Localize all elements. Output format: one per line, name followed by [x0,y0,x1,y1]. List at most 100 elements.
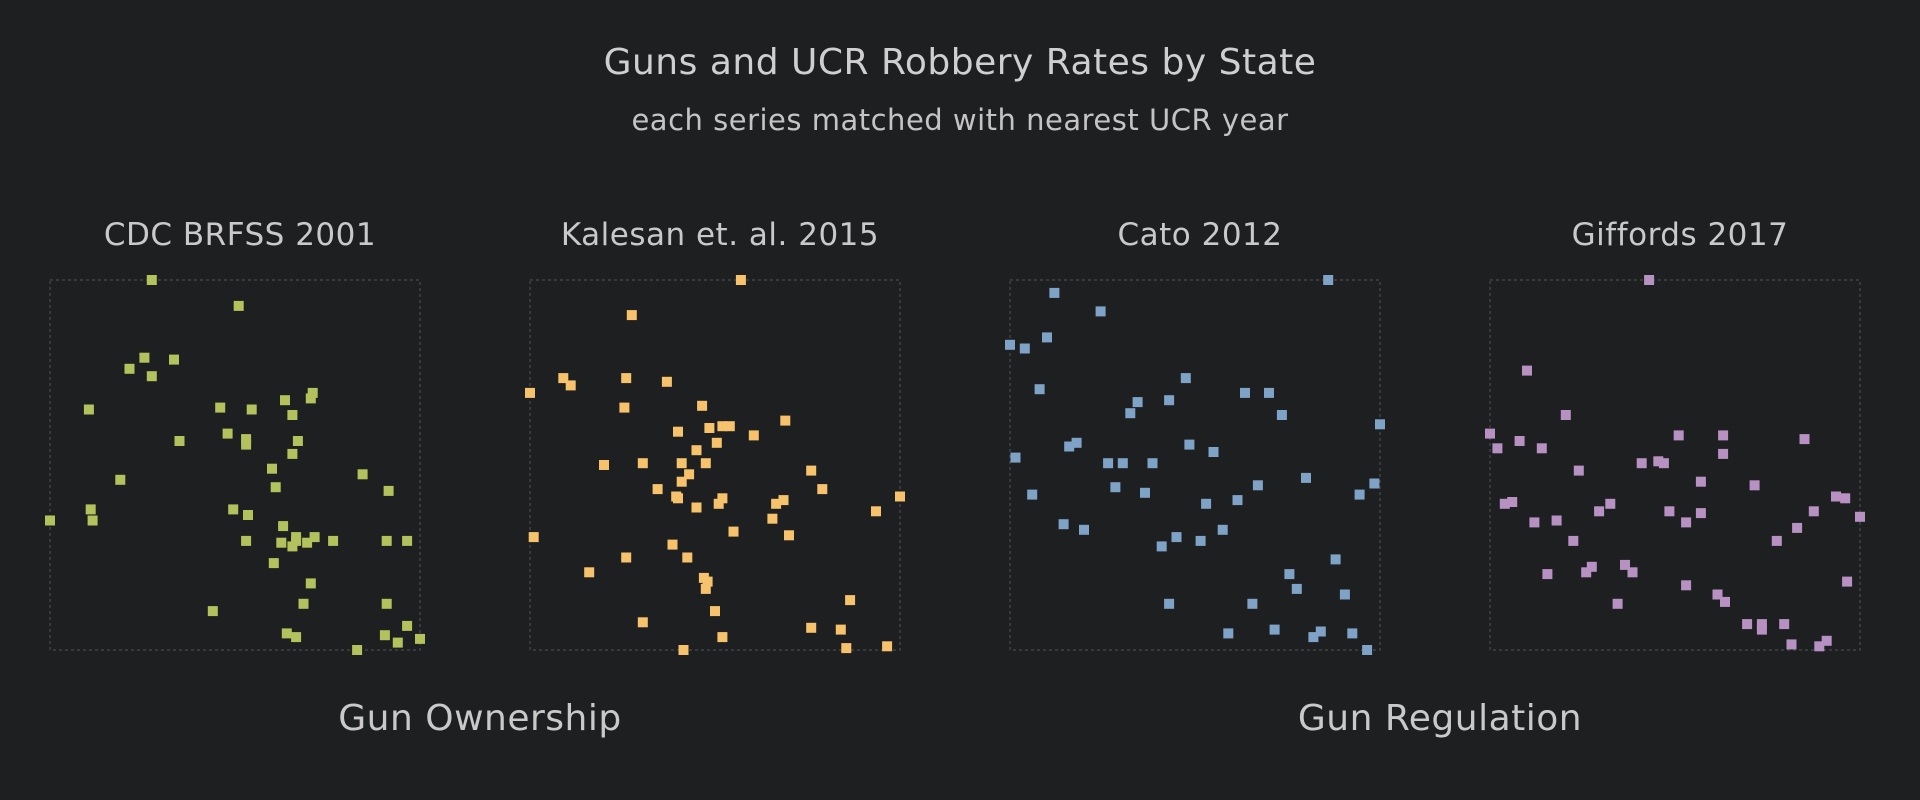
data-point [1301,472,1311,483]
plot-frame [1489,279,1861,651]
data-point [691,502,702,513]
data-point [1339,589,1350,600]
data-point [704,423,715,433]
data-point [1581,567,1592,578]
data-point [1058,519,1069,530]
data-point [241,434,252,445]
data-point [700,583,711,594]
data-point [287,410,298,420]
data-point [1184,439,1195,450]
data-point [1840,493,1851,504]
data-point [565,380,576,391]
data-point [691,445,702,456]
data-point [241,439,252,450]
data-point [1125,408,1136,419]
data-point [1786,639,1797,650]
data-point [1551,515,1562,526]
data-point [845,595,856,606]
data-point [1718,448,1729,459]
data-point [784,530,794,541]
data-point [684,469,695,480]
data-point [1347,628,1358,639]
data-point [379,630,390,641]
data-point [1010,452,1021,463]
data-point [174,436,185,446]
data-point [637,458,648,469]
data-point [711,437,722,448]
data-point [1831,491,1841,502]
data-point [1217,524,1228,535]
data-point [1612,598,1623,609]
data-point [1681,580,1692,591]
data-point [1049,287,1060,298]
data-point [717,632,728,643]
data-point [146,371,157,382]
data-point [243,510,253,520]
data-point [146,275,157,285]
data-point [1308,632,1319,643]
data-point [1354,489,1365,500]
data-point [1269,624,1280,635]
data-point [1792,522,1803,533]
scatter-plot-cdc-brfss [45,275,425,655]
data-point [1276,410,1287,420]
data-point [835,624,846,635]
data-point [702,576,713,587]
data-point [383,485,394,496]
data-point [1742,619,1753,630]
data-point [124,363,135,374]
data-point [1542,569,1553,580]
data-point [1132,397,1143,408]
data-point [357,469,368,480]
data-point [1821,635,1832,646]
data-point [735,275,746,285]
data-point [626,310,637,321]
data-point [871,506,881,517]
data-point [1536,443,1547,454]
data-point [302,537,313,548]
data-point [1005,339,1015,350]
data-point [309,532,320,543]
scatter-plot-kalesan [525,275,905,655]
data-point [525,387,535,398]
data-point [1315,626,1326,637]
data-point [1195,535,1206,546]
data-point [83,404,94,415]
panel-title-cato: Cato 2012 [1117,217,1283,253]
data-point [1369,478,1380,489]
data-point [584,567,595,578]
data-point [287,541,298,552]
data-point [1808,506,1819,517]
data-point [667,539,678,550]
data-point [1252,480,1263,491]
group-label-gun-regulation: Gun Regulation [1297,698,1583,739]
data-point [1079,524,1089,535]
data-point [697,400,708,411]
data-point [1240,387,1250,398]
data-point [676,476,687,487]
data-point [1117,458,1128,469]
data-point [281,628,292,639]
data-point [352,645,363,655]
data-point [1522,365,1532,376]
data-point [621,373,632,384]
data-point [1814,641,1825,652]
data-point [402,535,413,546]
data-point [115,474,126,485]
data-point [1110,482,1121,493]
data-point [661,376,672,387]
data-point [1164,395,1175,406]
data-point [841,643,852,654]
data-point [780,415,791,426]
data-point [1156,541,1167,552]
data-point [268,558,279,569]
data-point [1664,506,1675,517]
data-point [1720,596,1730,607]
data-point [1164,598,1175,609]
data-point [717,421,728,432]
data-point [392,637,403,648]
panel-title-kalesan: Kalesan et. al. 2015 [560,217,880,253]
data-point [267,463,277,474]
data-point [1071,437,1082,448]
data-point [1718,430,1729,441]
